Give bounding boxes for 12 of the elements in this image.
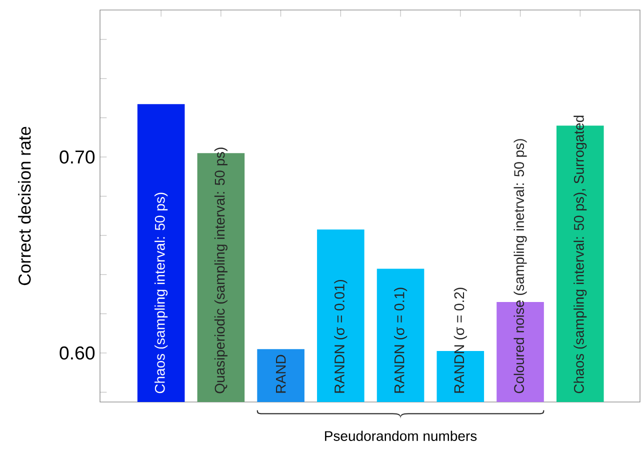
y-axis-title: Correct decision rate xyxy=(18,126,31,286)
x-tick-label: RANDN (σ = 0.01) xyxy=(334,280,348,393)
x-tick-label: Chaos (sampling interval: 50 ps), Surrogated xyxy=(574,116,587,394)
x-tick-label: Quasiperiodic (sampling interval: 50 ps) xyxy=(214,148,228,394)
y-tick-label: 0.60 xyxy=(60,346,95,360)
x-tick-label: Chaos (sampling interval: 50 ps) xyxy=(154,192,168,394)
x-tick-label: Coloured noise (sampling inetrval: 50 ps) xyxy=(514,139,527,394)
x-tick-label: RAND xyxy=(276,354,286,393)
x-tick-label: RANDN (σ = 0.2) xyxy=(454,288,467,393)
x-tick-label: RANDN (σ = 0.1) xyxy=(394,288,408,393)
y-tick-label: 0.70 xyxy=(60,150,95,164)
text: Pseudorandom numbers xyxy=(325,430,477,441)
